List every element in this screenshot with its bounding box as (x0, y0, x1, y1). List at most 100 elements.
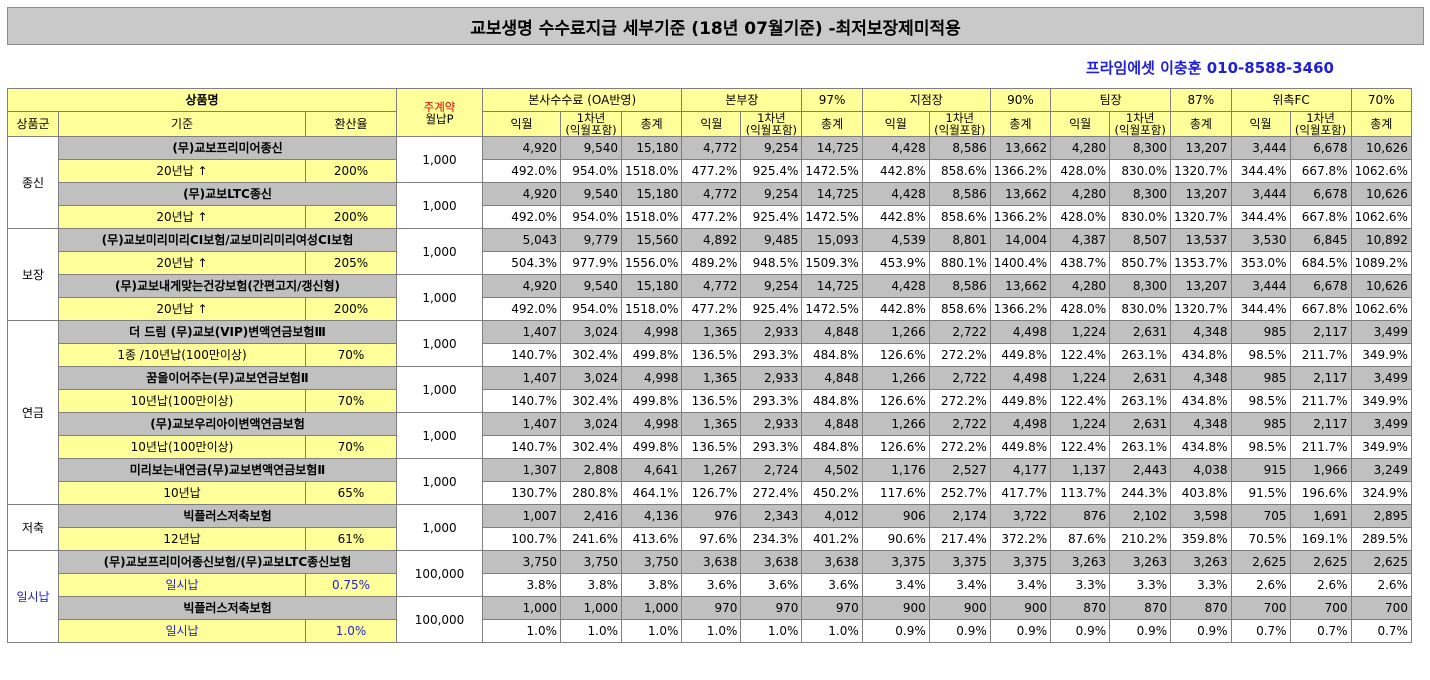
section-fc: 위촉FC (1230, 88, 1352, 112)
amount-cell: 2,933 (740, 320, 803, 344)
percent-cell: 91.5% (1230, 481, 1291, 505)
amount-cell: 10,626 (1350, 136, 1412, 160)
percent-cell: 667.8% (1289, 159, 1352, 183)
percent-cell: 136.5% (681, 435, 742, 459)
percent-cell: 97.6% (681, 527, 742, 551)
percent-cell: 3.3% (1170, 573, 1232, 597)
percent-cell: 122.4% (1050, 435, 1111, 459)
percent-cell: 954.0% (560, 205, 622, 229)
section-hq: 본사수수료 (OA반영) (481, 88, 683, 112)
conversion-rate: 0.75% (305, 573, 397, 597)
percent-cell: 1.0% (801, 619, 863, 643)
conversion-header: 환산율 (305, 111, 397, 137)
amount-cell: 2,631 (1109, 320, 1172, 344)
amount-cell: 13,662 (989, 136, 1052, 160)
subheader-sub-monthly: 익월 (1230, 111, 1291, 137)
amount-cell: 1,266 (861, 412, 930, 436)
percent-cell: 0.9% (989, 619, 1052, 643)
percent-cell: 1.0% (560, 619, 622, 643)
page-title: 교보생명 수수료지급 세부기준 (18년 07월기준) -최저보장제미적용 (7, 7, 1424, 45)
amount-cell: 700 (1350, 596, 1412, 620)
table-row: 미리보는내연금(무)교보변액연금보험Ⅱ 1,000 1,307 2,808 4,641 1… (8, 458, 1412, 505)
amount-cell: 2,527 (928, 458, 991, 482)
criteria-value: 일시납 (58, 619, 306, 643)
amount-cell: 1,365 (681, 366, 742, 390)
percent-cell: 1366.2% (989, 297, 1052, 321)
amount-cell: 1,000 (620, 596, 683, 620)
amount-cell: 8,801 (928, 228, 991, 252)
amount-cell: 4,387 (1050, 228, 1111, 252)
percent-cell: 489.2% (681, 251, 742, 275)
percent-cell: 136.5% (681, 389, 742, 413)
amount-cell: 1,176 (861, 458, 930, 482)
product-group: 저축 (7, 504, 59, 551)
amount-cell: 4,772 (681, 182, 742, 206)
percent-cell: 0.9% (1109, 619, 1172, 643)
amount-cell: 2,722 (928, 366, 991, 390)
amount-cell: 2,416 (560, 504, 622, 528)
percent-cell: 1400.4% (989, 251, 1052, 275)
percent-cell: 344.4% (1230, 297, 1291, 321)
percent-cell: 126.6% (861, 343, 930, 367)
percent-cell: 925.4% (740, 205, 803, 229)
premium-value: 1,000 (396, 412, 483, 459)
amount-cell: 4,498 (989, 412, 1052, 436)
percent-cell: 977.9% (560, 251, 622, 275)
percent-cell: 1556.0% (620, 251, 683, 275)
percent-cell: 1518.0% (620, 159, 683, 183)
amount-cell: 13,662 (989, 274, 1052, 298)
product-group: 일시납 (7, 550, 59, 643)
percent-cell: 464.1% (620, 481, 683, 505)
amount-cell: 3,638 (740, 550, 803, 574)
subheader-sub-total: 총계 (801, 111, 863, 137)
percent-cell: 1366.2% (989, 205, 1052, 229)
percent-cell: 434.8% (1170, 435, 1232, 459)
percent-cell: 302.4% (560, 435, 622, 459)
percent-cell: 140.7% (482, 389, 561, 413)
amount-cell: 3,375 (989, 550, 1052, 574)
percent-cell: 858.6% (928, 205, 991, 229)
amount-cell: 2,625 (1230, 550, 1291, 574)
percent-cell: 1062.6% (1350, 205, 1412, 229)
table-row: 10년납 65% 130.7% 280.8% 464.1% 126.7% 272.4% 450… (8, 481, 1412, 505)
percent-cell: 3.8% (560, 573, 622, 597)
amount-cell: 4,038 (1170, 458, 1232, 482)
amount-cell: 4,772 (681, 274, 742, 298)
amount-cell: 1,266 (861, 366, 930, 390)
amount-cell: 3,530 (1230, 228, 1291, 252)
amount-cell: 1,007 (482, 504, 561, 528)
amount-cell: 2,722 (928, 320, 991, 344)
percent-cell: 140.7% (482, 435, 561, 459)
first-year-sub: (익월포함) (565, 123, 617, 137)
percent-cell: 477.2% (681, 159, 742, 183)
amount-cell: 3,750 (560, 550, 622, 574)
amount-cell: 4,848 (801, 320, 863, 344)
amount-cell: 1,407 (482, 320, 561, 344)
percent-cell: 484.8% (801, 343, 863, 367)
percent-cell: 87.6% (1050, 527, 1111, 551)
amount-cell: 3,722 (989, 504, 1052, 528)
amount-cell: 2,117 (1289, 320, 1352, 344)
amount-cell: 3,249 (1350, 458, 1412, 482)
percent-cell: 324.9% (1350, 481, 1412, 505)
percent-cell: 289.5% (1350, 527, 1412, 551)
amount-cell: 3,444 (1230, 274, 1291, 298)
percent-cell: 1320.7% (1170, 205, 1232, 229)
amount-cell: 13,207 (1170, 136, 1232, 160)
percent-cell: 830.0% (1109, 159, 1172, 183)
percent-cell: 3.3% (1109, 573, 1172, 597)
amount-cell: 3,499 (1350, 320, 1412, 344)
amount-cell: 3,263 (1109, 550, 1172, 574)
amount-cell: 3,444 (1230, 136, 1291, 160)
percent-cell: 417.7% (989, 481, 1052, 505)
first-year-label: 1차년 (945, 111, 975, 125)
amount-cell: 2,933 (740, 366, 803, 390)
table-row: 20년납 ↑ 200% 492.0% 954.0% 1518.0% 477.2% 925.4… (8, 297, 1412, 321)
criteria-value: 1종 /10년납(100만이상) (58, 343, 306, 367)
conversion-rate: 61% (305, 527, 397, 551)
conversion-rate: 200% (305, 297, 397, 321)
criteria-header: 기준 (58, 111, 306, 137)
premium-value: 1,000 (396, 504, 483, 551)
first-year-label: 1차년 (1125, 111, 1155, 125)
conversion-rate: 200% (305, 205, 397, 229)
